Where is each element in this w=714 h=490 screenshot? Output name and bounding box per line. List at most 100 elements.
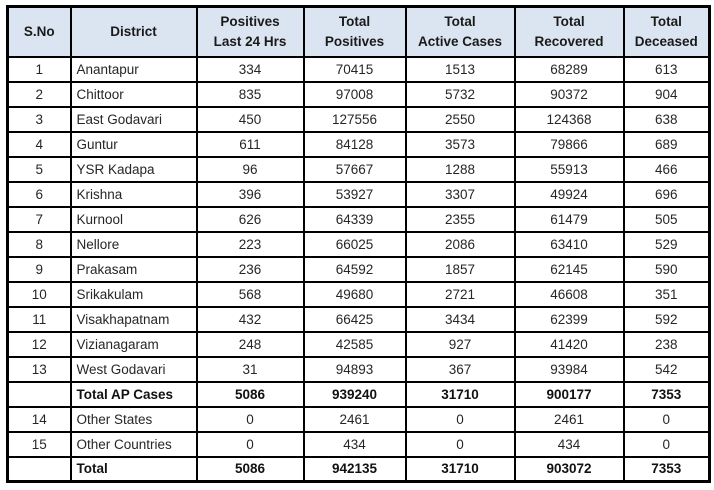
cell-total-recovered: 434 [513, 430, 625, 458]
cell-total-deceased: 638 [622, 105, 711, 133]
cell-total-recovered: 55913 [513, 155, 625, 183]
cell-sno: 1 [6, 55, 72, 83]
cell-total-deceased: 466 [622, 155, 711, 183]
cell-total-deceased: 613 [622, 55, 711, 83]
cell-total-positives: 84128 [302, 130, 407, 158]
header-line: Total [650, 13, 682, 29]
cell-district: Chittoor [69, 80, 198, 108]
cell-positives-last-24h: 568 [195, 280, 305, 308]
cell-total-positives: 2461 [302, 405, 407, 433]
cell-total-active-cases: 1513 [404, 55, 516, 83]
cell-sno: 7 [6, 205, 72, 233]
cell-district: Visakhapatnam [69, 305, 198, 333]
cell-district: Other Countries [69, 430, 198, 458]
cell-sno: 5 [6, 155, 72, 183]
cell-total-deceased: 689 [622, 130, 711, 158]
cell-total-positives: 49680 [302, 280, 407, 308]
cell-district: Guntur [69, 130, 198, 158]
cell-sno [6, 455, 72, 483]
cell-sno: 2 [6, 80, 72, 108]
cell-positives-last-24h: 626 [195, 205, 305, 233]
cell-total-active-cases: 3573 [404, 130, 516, 158]
table-row: 3 East Godavari 450 127556 2550 124368 638 [6, 105, 711, 133]
cell-total-recovered: 903072 [513, 455, 625, 483]
cell-sno: 12 [6, 330, 72, 358]
cell-sno: 11 [6, 305, 72, 333]
cell-total-positives: 939240 [302, 380, 407, 408]
cell-total-positives: 42585 [302, 330, 407, 358]
cell-total-positives: 57667 [302, 155, 407, 183]
cell-total-deceased: 542 [622, 355, 711, 383]
cell-positives-last-24h: 334 [195, 55, 305, 83]
cell-total-positives: 94893 [302, 355, 407, 383]
cell-total-positives: 942135 [302, 455, 407, 483]
cell-total-recovered: 900177 [513, 380, 625, 408]
cell-district: Total AP Cases [69, 380, 198, 408]
cell-total-recovered: 93984 [513, 355, 625, 383]
cell-total-active-cases: 2355 [404, 205, 516, 233]
cell-total-positives: 97008 [302, 80, 407, 108]
header-line: Positives [324, 33, 385, 49]
cell-sno: 6 [6, 180, 72, 208]
cell-total-active-cases: 1288 [404, 155, 516, 183]
header-cell-total-deceased: Total Deceased [622, 5, 711, 58]
cell-sno [6, 380, 72, 408]
cell-total-positives: 66425 [302, 305, 407, 333]
cell-positives-last-24h: 248 [195, 330, 305, 358]
cell-total-recovered: 46608 [513, 280, 625, 308]
cell-total-deceased: 590 [622, 255, 711, 283]
cell-total-active-cases: 3434 [404, 305, 516, 333]
header-line: Total [444, 13, 476, 29]
cell-district: Kurnool [69, 205, 198, 233]
cell-sno: 4 [6, 130, 72, 158]
cell-total-recovered: 62399 [513, 305, 625, 333]
cell-positives-last-24h: 96 [195, 155, 305, 183]
cell-total-active-cases: 0 [404, 405, 516, 433]
cell-total-positives: 66025 [302, 230, 407, 258]
table-header-row: S.No District Positives Last 24 Hrs Total Pos… [6, 5, 711, 58]
cell-district: Total [69, 455, 198, 483]
header-line: Last 24 Hrs [213, 33, 287, 49]
table-row: 8 Nellore 223 66025 2086 63410 529 [6, 230, 711, 258]
cell-total-deceased: 592 [622, 305, 711, 333]
header-cell-total-positives: Total Positives [302, 5, 407, 58]
cell-sno: 9 [6, 255, 72, 283]
cell-total-recovered: 49924 [513, 180, 625, 208]
table-header: S.No District Positives Last 24 Hrs Total Pos… [6, 5, 711, 58]
table-row: 2 Chittoor 835 97008 5732 90372 904 [6, 80, 711, 108]
cell-total-recovered: 41420 [513, 330, 625, 358]
cell-positives-last-24h: 236 [195, 255, 305, 283]
table-row: 14 Other States 0 2461 0 2461 0 [6, 405, 711, 433]
cell-total-deceased: 351 [622, 280, 711, 308]
cell-total-active-cases: 31710 [404, 380, 516, 408]
cell-total-active-cases: 1857 [404, 255, 516, 283]
cell-district: Prakasam [69, 255, 198, 283]
cell-positives-last-24h: 396 [195, 180, 305, 208]
cell-total-deceased: 238 [622, 330, 711, 358]
cell-total-active-cases: 2550 [404, 105, 516, 133]
cell-positives-last-24h: 5086 [195, 380, 305, 408]
cell-sno: 13 [6, 355, 72, 383]
cell-total-positives: 127556 [302, 105, 407, 133]
cell-total-deceased: 529 [622, 230, 711, 258]
cell-district: Vizianagaram [69, 330, 198, 358]
total-row: Total 5086 942135 31710 903072 7353 [6, 455, 711, 483]
header-line: Active Cases [417, 33, 503, 49]
cell-total-active-cases: 3307 [404, 180, 516, 208]
cell-positives-last-24h: 432 [195, 305, 305, 333]
cell-total-positives: 434 [302, 430, 407, 458]
cell-total-recovered: 62145 [513, 255, 625, 283]
cell-positives-last-24h: 5086 [195, 455, 305, 483]
table-row: 10 Srikakulam 568 49680 2721 46608 351 [6, 280, 711, 308]
table-row: 13 West Godavari 31 94893 367 93984 542 [6, 355, 711, 383]
cell-positives-last-24h: 0 [195, 430, 305, 458]
cell-total-active-cases: 0 [404, 430, 516, 458]
table-row: 6 Krishna 396 53927 3307 49924 696 [6, 180, 711, 208]
cell-sno: 8 [6, 230, 72, 258]
cell-district: Anantapur [69, 55, 198, 83]
cell-total-active-cases: 367 [404, 355, 516, 383]
cell-positives-last-24h: 223 [195, 230, 305, 258]
cell-total-positives: 53927 [302, 180, 407, 208]
cell-positives-last-24h: 0 [195, 405, 305, 433]
cell-positives-last-24h: 611 [195, 130, 305, 158]
